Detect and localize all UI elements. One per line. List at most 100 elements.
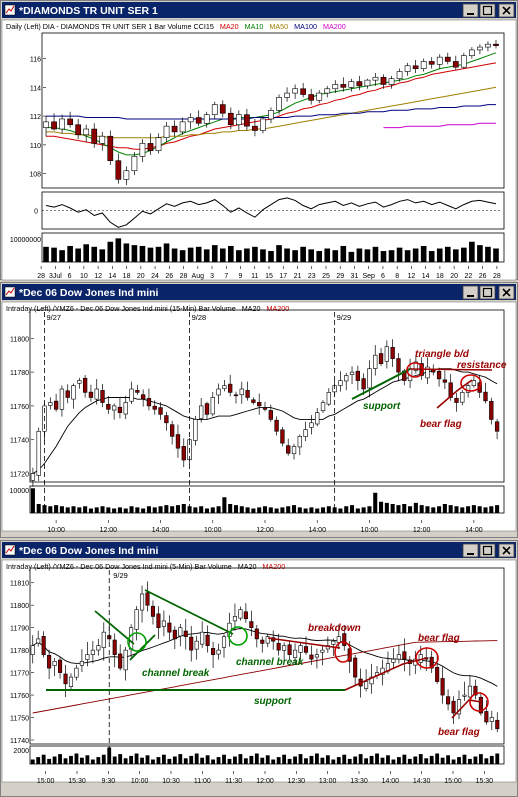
maximize-button[interactable]	[479, 285, 496, 300]
volume-bar	[112, 756, 117, 764]
volume-bar	[200, 757, 205, 764]
maximize-button[interactable]	[479, 3, 496, 18]
volume-bar	[238, 754, 243, 764]
candle-body	[356, 81, 363, 87]
volume-bar	[178, 754, 183, 764]
volume-bar	[211, 245, 218, 262]
x-tick-label: 12:00	[413, 527, 431, 534]
y-tick-label: 108	[29, 172, 41, 179]
volume-bar	[58, 754, 62, 764]
x-tick-label: 10:00	[361, 527, 379, 534]
candle-body	[58, 659, 63, 673]
x-tick-label: 26	[479, 273, 487, 280]
y-tick-label: 11810	[10, 581, 29, 588]
candle-body	[211, 104, 218, 115]
cci-axis-label: 0	[34, 209, 38, 216]
chart-window-icon	[4, 286, 16, 298]
volume-bar	[454, 506, 459, 513]
volume-bar	[134, 753, 139, 764]
legend-item: MA100	[294, 22, 317, 31]
volume-bar	[88, 508, 93, 513]
volume-bar	[461, 247, 467, 262]
x-tick-label: 22	[464, 273, 472, 280]
candle-body	[451, 700, 456, 714]
volume-bar	[43, 246, 49, 262]
candle-body	[36, 638, 41, 644]
candle-body	[493, 43, 499, 46]
candle-body	[361, 378, 366, 390]
legend-item: MA20	[242, 304, 261, 313]
close-button[interactable]	[498, 3, 515, 18]
volume-bar	[36, 757, 41, 764]
candle-body	[469, 49, 475, 56]
x-tick-label: 18	[436, 273, 444, 280]
minimize-button[interactable]	[462, 543, 479, 558]
volume-bar	[227, 758, 232, 764]
candle-body	[232, 616, 237, 622]
candle-body	[52, 661, 57, 666]
candle-body	[77, 380, 82, 384]
candle-body	[292, 88, 298, 94]
candle-body	[43, 121, 49, 128]
channel-line	[129, 634, 156, 661]
y-tick-label: 11780	[10, 648, 29, 655]
volume-bar	[478, 754, 483, 764]
volume-bar	[442, 504, 447, 513]
volume-bar	[211, 759, 215, 764]
title-bar[interactable]	[2, 2, 516, 18]
candle-body	[276, 97, 282, 111]
candle-body	[456, 699, 462, 715]
x-tick-label: 10:30	[162, 778, 180, 785]
candle-body	[47, 654, 52, 669]
candle-body	[446, 696, 451, 705]
volume-bar	[473, 756, 478, 764]
minimize-button[interactable]	[462, 3, 479, 18]
volume-bar	[30, 488, 35, 513]
volume-bar	[216, 757, 221, 764]
resistance-line	[267, 637, 341, 649]
volume-bar	[336, 757, 341, 764]
title-bar[interactable]	[2, 284, 516, 300]
candle-body	[353, 657, 358, 678]
volume-bar	[457, 757, 461, 764]
minimize-button[interactable]	[462, 285, 479, 300]
candle-body	[413, 361, 419, 371]
candle-body	[260, 639, 265, 644]
y-tick-label: 116	[30, 57, 41, 64]
volume-bar	[123, 243, 130, 262]
volume-bar	[175, 505, 180, 513]
volume-bar	[347, 758, 352, 764]
volume-bar	[477, 245, 483, 262]
volume-bar	[489, 506, 494, 513]
candle-body	[156, 613, 161, 628]
maximize-button[interactable]	[479, 543, 496, 558]
volume-bar	[396, 757, 401, 764]
candle-body	[59, 118, 65, 130]
volume-bar	[141, 508, 146, 513]
volume-bar	[147, 247, 154, 262]
volume-bar	[338, 508, 343, 513]
close-button[interactable]	[498, 543, 515, 558]
volume-bar	[469, 241, 475, 262]
close-button[interactable]	[498, 285, 515, 300]
candle-body	[396, 71, 403, 80]
candle-body	[268, 110, 274, 120]
x-tick-label: 14:00	[465, 527, 483, 534]
minimize-icon	[467, 295, 474, 297]
candle-body	[436, 56, 443, 65]
minimize-icon	[467, 553, 474, 555]
volume-bar	[361, 507, 366, 513]
x-tick-label: 7	[224, 273, 228, 280]
candle-body	[193, 419, 198, 441]
title-bar[interactable]	[2, 542, 516, 558]
volume-bar	[194, 753, 199, 764]
x-tick-label: 31	[351, 273, 359, 280]
candle-body	[420, 61, 427, 69]
y-tick-label: 11740	[10, 738, 29, 745]
candle-body	[465, 385, 471, 393]
volume-bar	[106, 507, 111, 513]
volume-bar	[146, 506, 151, 513]
volume-bar	[364, 249, 371, 262]
volume-bar	[158, 506, 163, 513]
volume-bar	[222, 497, 227, 513]
